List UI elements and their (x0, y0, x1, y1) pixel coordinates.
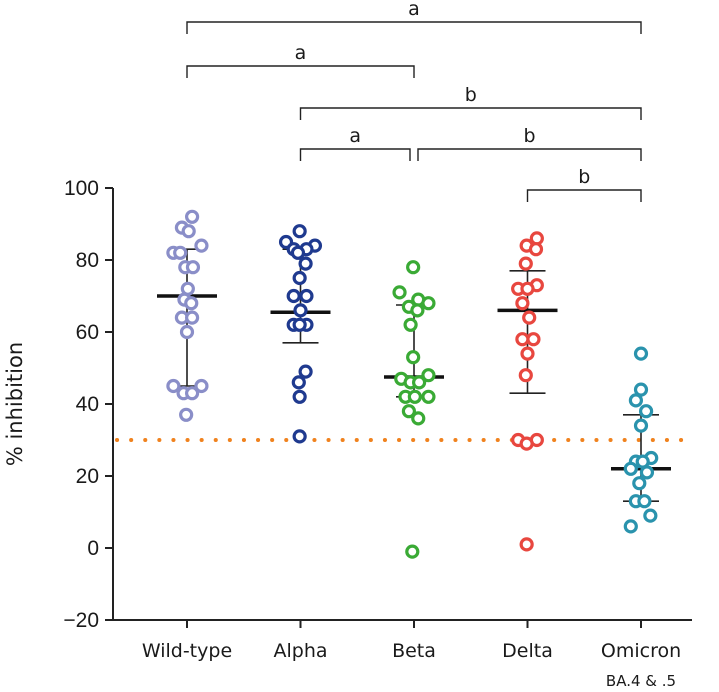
data-point (632, 476, 647, 491)
data-point (515, 296, 530, 311)
data-point (519, 436, 534, 451)
data-point (298, 256, 313, 271)
significance-bracket (299, 148, 411, 161)
x-tick-label: Alpha (273, 640, 327, 662)
significance-label: a (295, 42, 307, 64)
data-point (194, 378, 209, 394)
data-point (515, 332, 530, 347)
data-point (185, 386, 200, 401)
data-point (412, 375, 427, 390)
significance-bracket (186, 21, 642, 34)
data-point (184, 296, 199, 311)
data-point (292, 429, 307, 444)
data-point (643, 508, 658, 523)
data-point (292, 270, 307, 286)
significance-label: a (349, 125, 361, 147)
data-point (286, 288, 301, 304)
data-point (405, 544, 420, 559)
data-point (520, 346, 535, 361)
x-tick-label: Delta (502, 640, 553, 662)
data-point (519, 537, 534, 552)
data-point (292, 224, 307, 239)
data-point (421, 389, 436, 404)
data-point (179, 324, 195, 340)
data-point (166, 378, 181, 394)
significance-bracket (186, 65, 415, 78)
y-axis-title: % inhibition (3, 342, 27, 466)
data-point (633, 418, 649, 433)
significance-label: b (578, 166, 590, 188)
data-point (633, 382, 649, 397)
data-point (298, 364, 313, 379)
data-point (522, 310, 537, 325)
x-tick-label: Beta (392, 640, 436, 662)
data-point (185, 310, 200, 325)
data-point (291, 375, 306, 390)
data-point (401, 404, 416, 419)
axes: −20 0 20 40 60 80 100 Wild-type Alpha Beta Delta Om… (63, 177, 692, 690)
significance-bracket (299, 107, 642, 120)
significance-bracket (526, 189, 642, 202)
data-point (421, 296, 436, 311)
y-tick-label: 80 (76, 249, 99, 272)
y-tick-label: 40 (76, 393, 99, 416)
data-point (518, 368, 533, 383)
x-tick-label: Wild-type (142, 640, 232, 662)
median-iqr-layer (157, 248, 671, 503)
y-tick-label: −20 (63, 609, 99, 632)
data-point (185, 260, 201, 275)
data-point (181, 224, 196, 239)
data-point (639, 465, 655, 480)
data-point (392, 285, 407, 300)
x-tick-label: Omicron (601, 640, 681, 662)
significance-label: b (523, 125, 535, 147)
data-point (293, 303, 308, 318)
significance-label: a (408, 0, 420, 20)
data-point (520, 281, 535, 296)
data-point (526, 332, 541, 347)
data-point (638, 404, 654, 419)
data-point (410, 303, 425, 318)
y-tick-label: 20 (76, 465, 99, 488)
y-tick-label: 0 (87, 537, 99, 560)
data-point (406, 260, 421, 275)
data-point (290, 245, 306, 260)
data-point (421, 368, 436, 383)
data-point (185, 209, 200, 224)
y-tick-label: 60 (76, 321, 99, 344)
data-point (623, 519, 638, 534)
data-point (633, 346, 649, 361)
significance-label: b (465, 84, 477, 106)
data-point (403, 317, 418, 332)
data-point (173, 245, 188, 260)
data-point (628, 393, 644, 408)
data-points-layer (166, 209, 659, 559)
significance-bracket (417, 148, 642, 161)
data-point (292, 317, 307, 332)
data-point (518, 256, 533, 271)
data-point (623, 461, 638, 476)
data-point (528, 242, 544, 257)
data-point (637, 494, 652, 509)
data-point (406, 350, 421, 365)
data-point (179, 407, 194, 422)
data-point (411, 411, 426, 426)
data-point (299, 288, 314, 304)
x-tick-sublabel: BA.4 & .5 (606, 672, 676, 690)
significance-brackets: a a b a b b (186, 0, 642, 202)
y-tick-label: 100 (64, 177, 99, 200)
data-point (292, 389, 307, 404)
data-point (194, 238, 209, 253)
data-point (407, 389, 422, 404)
